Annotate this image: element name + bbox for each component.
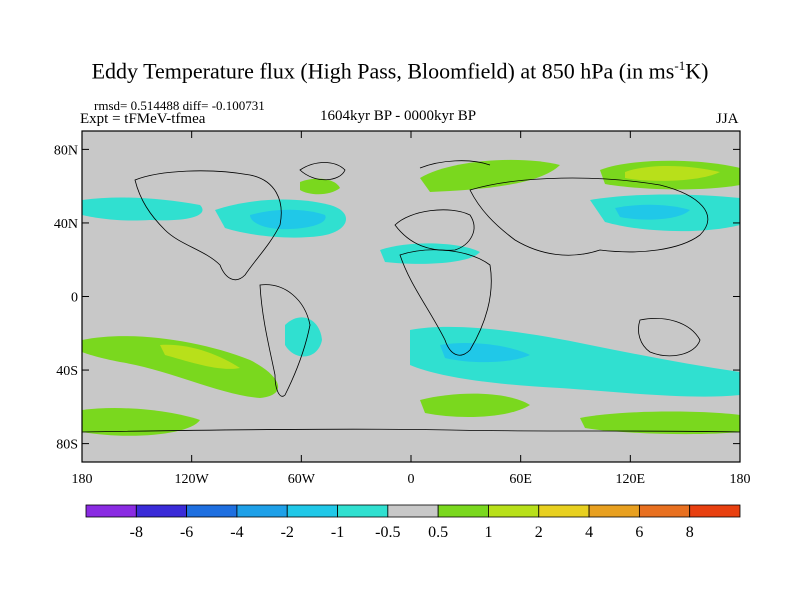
region-south-america-negative bbox=[285, 317, 322, 357]
lat-label: 40S bbox=[56, 364, 78, 379]
lon-label: 60W bbox=[288, 472, 316, 487]
lat-label: 80N bbox=[54, 143, 78, 158]
colorbar-swatch bbox=[186, 504, 238, 518]
stats-text: rmsd= 0.514488 diff= -0.100731 bbox=[94, 98, 265, 113]
region-arctic-positive bbox=[300, 178, 340, 195]
season-label: JJA bbox=[716, 111, 739, 127]
colorbar-label: 4 bbox=[585, 524, 593, 541]
period-label: 1604kyr BP - 0000kyr BP bbox=[320, 108, 477, 124]
colorbar-label: -0.5 bbox=[375, 524, 400, 541]
colorbar-swatch bbox=[236, 504, 288, 518]
colorbar-swatch bbox=[588, 504, 640, 518]
colorbar-label: -1 bbox=[331, 524, 344, 541]
colorbar-label: 2 bbox=[535, 524, 543, 541]
colorbar-swatch bbox=[286, 504, 338, 518]
region-southern-ocean-positive-3 bbox=[580, 411, 740, 435]
lat-ticks: 80N 40N 0 40S 80S bbox=[54, 143, 740, 453]
lat-label: 80S bbox=[56, 438, 78, 453]
colorbar-label: -6 bbox=[180, 524, 193, 541]
colorbar-label: -2 bbox=[281, 524, 294, 541]
region-mediterranean-negative bbox=[380, 243, 480, 264]
region-south-pacific-core bbox=[160, 344, 240, 369]
colorbar-label: 8 bbox=[686, 524, 694, 541]
region-eurasia-positive bbox=[420, 159, 560, 192]
map-title: Eddy Temperature flux (High Pass, Bloomf… bbox=[91, 58, 709, 84]
colorbar: -8 -6 -4 -2 -1 -0.5 0.5 1 2 4 6 8 bbox=[85, 504, 741, 541]
colorbar-swatch bbox=[638, 504, 691, 518]
colorbar-swatch bbox=[689, 504, 741, 518]
region-south-atlantic-negative bbox=[410, 326, 740, 397]
lon-label: 60E bbox=[509, 472, 532, 487]
colorbar-label: 6 bbox=[635, 524, 643, 541]
lon-label: 180 bbox=[730, 472, 751, 487]
anomaly-field bbox=[82, 159, 740, 436]
colorbar-label: -4 bbox=[230, 524, 243, 541]
colorbar-label: 1 bbox=[484, 524, 492, 541]
colorbar-swatch bbox=[387, 504, 439, 518]
lon-label: 120E bbox=[616, 472, 646, 487]
region-siberia-core bbox=[625, 165, 720, 181]
lat-label: 0 bbox=[71, 291, 78, 306]
lon-label: 120W bbox=[175, 472, 210, 487]
lon-label: 180 bbox=[72, 472, 93, 487]
colorbar-label: -8 bbox=[130, 524, 143, 541]
region-southern-ocean-positive-1 bbox=[82, 408, 200, 436]
colorbar-swatch bbox=[337, 504, 389, 518]
region-north-atlantic-core bbox=[250, 209, 326, 230]
colorbar-label: 0.5 bbox=[428, 524, 448, 541]
colorbar-swatch bbox=[437, 504, 489, 518]
colorbar-swatch bbox=[488, 504, 540, 518]
region-south-indian-core bbox=[440, 343, 530, 363]
region-southern-ocean-positive-2 bbox=[420, 393, 530, 417]
lon-label: 0 bbox=[408, 472, 415, 487]
region-south-pacific-positive bbox=[82, 336, 279, 398]
colorbar-swatch bbox=[135, 504, 188, 518]
region-nw-pacific-core bbox=[615, 204, 690, 220]
coastlines bbox=[82, 160, 740, 433]
experiment-label: Expt = tFMeV-tfmea bbox=[80, 111, 206, 127]
lat-label: 40N bbox=[54, 217, 78, 232]
colorbar-swatch bbox=[538, 504, 590, 518]
colorbar-swatch bbox=[85, 504, 137, 518]
region-north-pacific-negative bbox=[82, 197, 203, 221]
lon-ticks: 180 120W 60W 0 60E 120E 180 bbox=[72, 131, 751, 487]
